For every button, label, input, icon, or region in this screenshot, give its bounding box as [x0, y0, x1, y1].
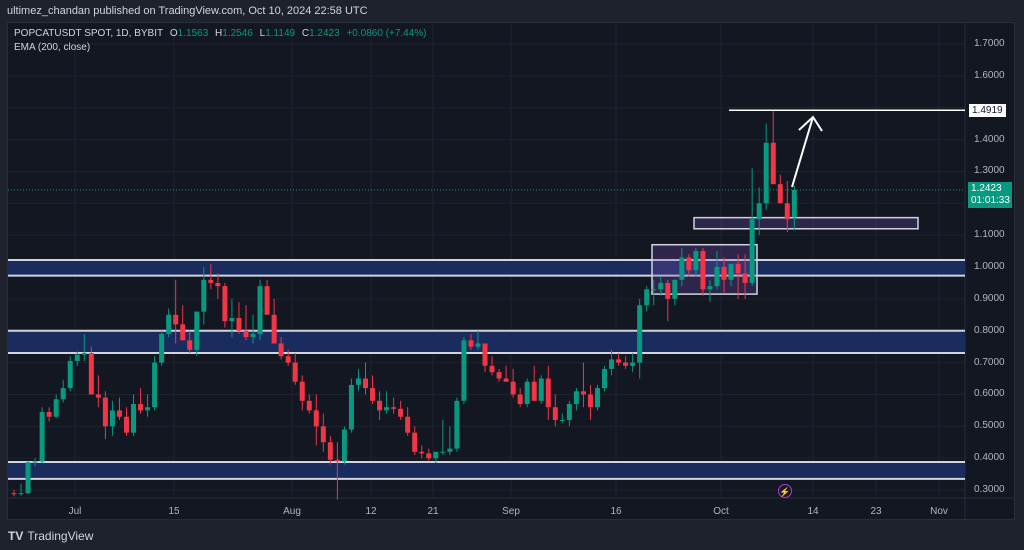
brand-name: TradingView — [27, 529, 94, 543]
target-price-label: 1.4919 — [968, 103, 1007, 118]
price-tick: 1.4000 — [974, 133, 1005, 145]
ohlc-row: POPCATUSDT SPOT, 1D, BYBIT O1.1563 H1.25… — [14, 28, 427, 39]
time-tick: Jul — [68, 506, 82, 517]
price-tick: 0.8000 — [974, 324, 1005, 336]
high-value: 1.2546 — [222, 28, 253, 39]
open-value: 1.1563 — [177, 28, 209, 39]
lightning-event-icon[interactable]: ⚡ — [778, 484, 792, 498]
low-value: 1.1149 — [265, 28, 296, 39]
time-tick: Oct — [713, 506, 729, 517]
current-price: 1.2423 — [971, 183, 1002, 194]
time-tick: 14 — [807, 506, 819, 517]
time-tick: 21 — [427, 506, 439, 517]
price-tick: 0.3000 — [974, 484, 1005, 496]
time-tick: Sep — [502, 506, 520, 517]
zone-rect — [8, 462, 965, 479]
time-tick: Aug — [283, 506, 301, 517]
time-tick: 16 — [610, 506, 622, 517]
price-tick: 1.7000 — [974, 38, 1005, 49]
time-tick: 23 — [870, 506, 882, 517]
price-tick: 1.3000 — [974, 165, 1005, 177]
publish-line: ultimez_chandan published on TradingView… — [7, 5, 368, 17]
price-tick: 1.0000 — [974, 261, 1005, 273]
tradingview-brand: TV TradingView — [8, 529, 93, 543]
time-tick: 12 — [365, 506, 377, 517]
price-tick: 1.1000 — [974, 229, 1005, 241]
close-value: 1.2423 — [309, 28, 340, 39]
time-tick: 15 — [168, 506, 180, 517]
indicator-label[interactable]: EMA (200, close) — [14, 42, 91, 53]
change-value: +0.0860 (+7.44%) — [346, 28, 427, 39]
zone-rect — [8, 260, 965, 276]
price-tick: 0.6000 — [974, 388, 1005, 400]
symbol-label[interactable]: POPCATUSDT SPOT, 1D, BYBIT — [14, 28, 164, 39]
price-tick: 0.7000 — [974, 356, 1005, 368]
price-tick: 0.5000 — [974, 420, 1005, 432]
time-tick: Nov — [930, 506, 948, 517]
tradingview-logo-icon: TV — [8, 529, 24, 543]
price-tick: 0.9000 — [974, 292, 1005, 304]
price-tick: 1.6000 — [974, 69, 1005, 81]
chart-legend: POPCATUSDT SPOT, 1D, BYBIT O1.1563 H1.25… — [14, 27, 431, 55]
price-tick: 0.4000 — [974, 452, 1005, 464]
countdown: 01:01:33 — [971, 195, 1010, 206]
current-price-label: 1.2423 01:01:33 — [968, 182, 1012, 208]
